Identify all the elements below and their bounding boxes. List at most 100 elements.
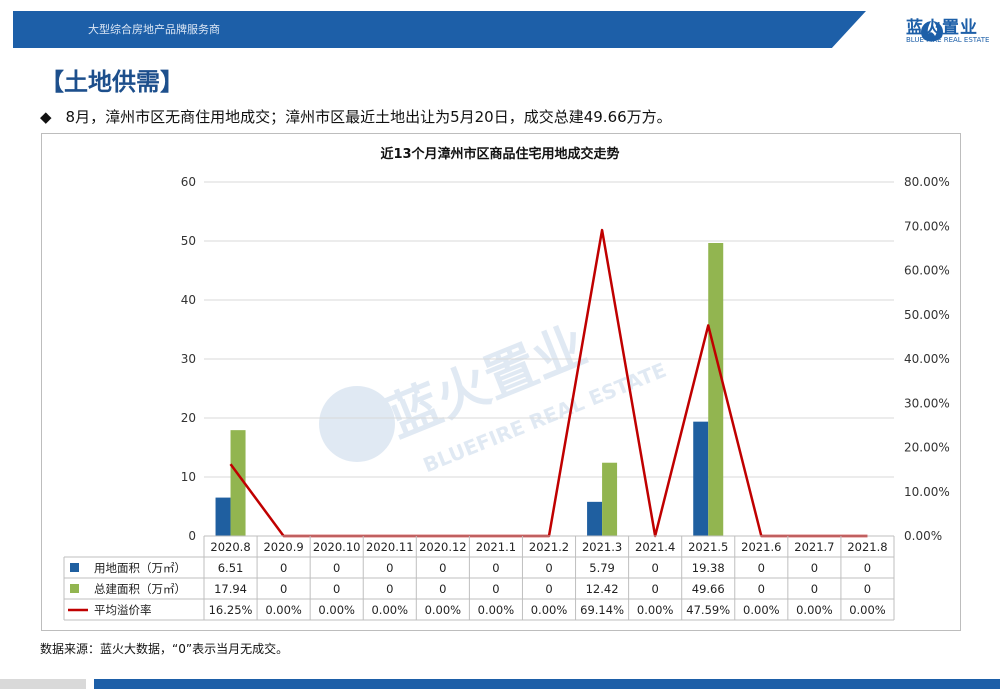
watermark-flame-icon (319, 386, 395, 462)
summary-line: ◆ 8月，漳州市区无商住用地成交；漳州市区最近土地出让为5月20日，成交总建49.… (40, 106, 672, 127)
table-cell: 0.00% (318, 603, 355, 617)
y-tick-label: 20 (181, 411, 196, 425)
bar-gfa (230, 430, 246, 536)
legend-swatch (70, 563, 79, 572)
logo-text: 蓝火置业 (906, 18, 978, 38)
table-cell: 0 (758, 561, 765, 575)
source-note: 数据来源：蓝火大数据，“0”表示当月无成交。 (40, 642, 289, 656)
y2-axis: 0.00% 10.00% 20.00% 30.00% 40.00% 50.00% 60.00… (904, 175, 950, 543)
table-cell: 0.00% (478, 603, 515, 617)
table-cell: 69.14% (580, 603, 624, 617)
x-tick-label: 2021.1 (476, 540, 516, 554)
table-cell: 0.00% (265, 603, 302, 617)
table-cell: 0.00% (796, 603, 833, 617)
x-tick-label: 2021.5 (688, 540, 728, 554)
legend-label: 总建面积（万㎡） (94, 582, 186, 596)
table-cell: 0 (333, 582, 340, 596)
table-cell: 0.00% (371, 603, 408, 617)
legend-label: 用地面积（万㎡） (94, 561, 186, 575)
table-cell: 0 (651, 582, 658, 596)
x-tick-label: 2021.8 (847, 540, 887, 554)
table-cell: 0 (386, 582, 393, 596)
table-cell: 0 (864, 582, 871, 596)
x-tick-label: 2021.7 (794, 540, 834, 554)
legend-swatch (70, 584, 79, 593)
y-tick-label: 0 (188, 529, 196, 543)
y2-tick-label: 30.00% (904, 396, 950, 410)
section-title: 【土地供需】 (40, 68, 184, 96)
y2-tick-label: 20.00% (904, 441, 950, 455)
table-cell: 0.00% (531, 603, 568, 617)
x-tick-label: 2021.4 (635, 540, 675, 554)
bar-land-area (693, 421, 709, 536)
table-cell: 49.66 (692, 582, 725, 596)
table-cell: 0 (492, 582, 499, 596)
chart-title: 近13个月漳州市区商品住宅用地成交走势 (380, 146, 619, 162)
bar-land-area (215, 497, 231, 536)
y-axis: 0 10 20 30 40 50 60 (181, 175, 196, 543)
table-cell: 0 (545, 561, 552, 575)
watermark: 蓝火置业 BLUEFIRE REAL ESTATE (319, 316, 670, 477)
table-cell: 16.25% (209, 603, 253, 617)
x-tick-label: 2021.3 (582, 540, 622, 554)
table-cell: 0 (811, 561, 818, 575)
y2-tick-label: 40.00% (904, 352, 950, 366)
footer-bar-gray (0, 679, 86, 689)
diamond-bullet-icon: ◆ (40, 108, 52, 126)
data-table: 2020.8 2020.9 2020.10 2020.11 2020.12 2021.1 2… (63, 535, 895, 621)
y-tick-label: 50 (181, 234, 196, 248)
legend-label: 平均溢价率 (94, 603, 152, 617)
table-cell: 17.94 (214, 582, 247, 596)
table-cell: 19.38 (692, 561, 725, 575)
table-cell: 0.00% (743, 603, 780, 617)
y2-tick-label: 70.00% (904, 219, 950, 233)
table-cell: 0 (386, 561, 393, 575)
table-cell: 0 (864, 561, 871, 575)
table-cell: 12.42 (586, 582, 619, 596)
y2-tick-label: 0.00% (904, 529, 942, 543)
y2-tick-label: 80.00% (904, 175, 950, 189)
x-tick-label: 2020.11 (366, 540, 414, 554)
chart-svg: 蓝火置业 BLUEFIRE REAL ESTATE 近13个月漳州市区商品住宅用… (63, 146, 950, 621)
x-tick-label: 2021.6 (741, 540, 781, 554)
y-tick-label: 10 (181, 470, 196, 484)
y2-tick-label: 50.00% (904, 308, 950, 322)
x-tick-label: 2021.2 (529, 540, 569, 554)
bar-land-area (587, 501, 603, 536)
table-cell: 0 (651, 561, 658, 575)
table-cell: 0.00% (849, 603, 886, 617)
table-cell: 0 (492, 561, 499, 575)
header-tagline: 大型综合房地产品牌服务商 (88, 23, 220, 36)
table-cell: 0.00% (637, 603, 674, 617)
table-cell: 0 (280, 561, 287, 575)
table-cell: 0.00% (425, 603, 462, 617)
x-tick-label: 2020.9 (263, 540, 303, 554)
y2-tick-label: 60.00% (904, 264, 950, 278)
table-cell: 0 (439, 582, 446, 596)
summary-text: 8月，漳州市区无商住用地成交；漳州市区最近土地出让为5月20日，成交总建49.6… (65, 108, 672, 126)
table-cell: 0 (811, 582, 818, 596)
logo-subtext: BLUE FIRE REAL ESTATE (906, 36, 990, 44)
y-tick-label: 60 (181, 175, 196, 189)
y-tick-label: 30 (181, 352, 196, 366)
chart-container: 蓝火置业 BLUEFIRE REAL ESTATE 近13个月漳州市区商品住宅用… (41, 133, 961, 631)
table-cell: 5.79 (589, 561, 615, 575)
table-cell: 0 (333, 561, 340, 575)
header-banner (13, 11, 866, 48)
bar-gfa (708, 243, 724, 537)
y-tick-label: 40 (181, 293, 196, 307)
table-cell: 0 (545, 582, 552, 596)
y2-tick-label: 10.00% (904, 485, 950, 499)
table-cell: 0 (280, 582, 287, 596)
bar-series (215, 243, 724, 537)
table-cell: 0 (439, 561, 446, 575)
x-tick-label: 2020.12 (419, 540, 467, 554)
x-tick-label: 2020.10 (313, 540, 361, 554)
grid-lines (204, 181, 894, 537)
flame-logo-icon (921, 20, 944, 44)
bar-gfa (602, 462, 618, 536)
footer-bar (94, 679, 1000, 689)
table-cell: 47.59% (686, 603, 730, 617)
x-tick-label: 2020.8 (210, 540, 250, 554)
table-cell: 6.51 (218, 561, 244, 575)
